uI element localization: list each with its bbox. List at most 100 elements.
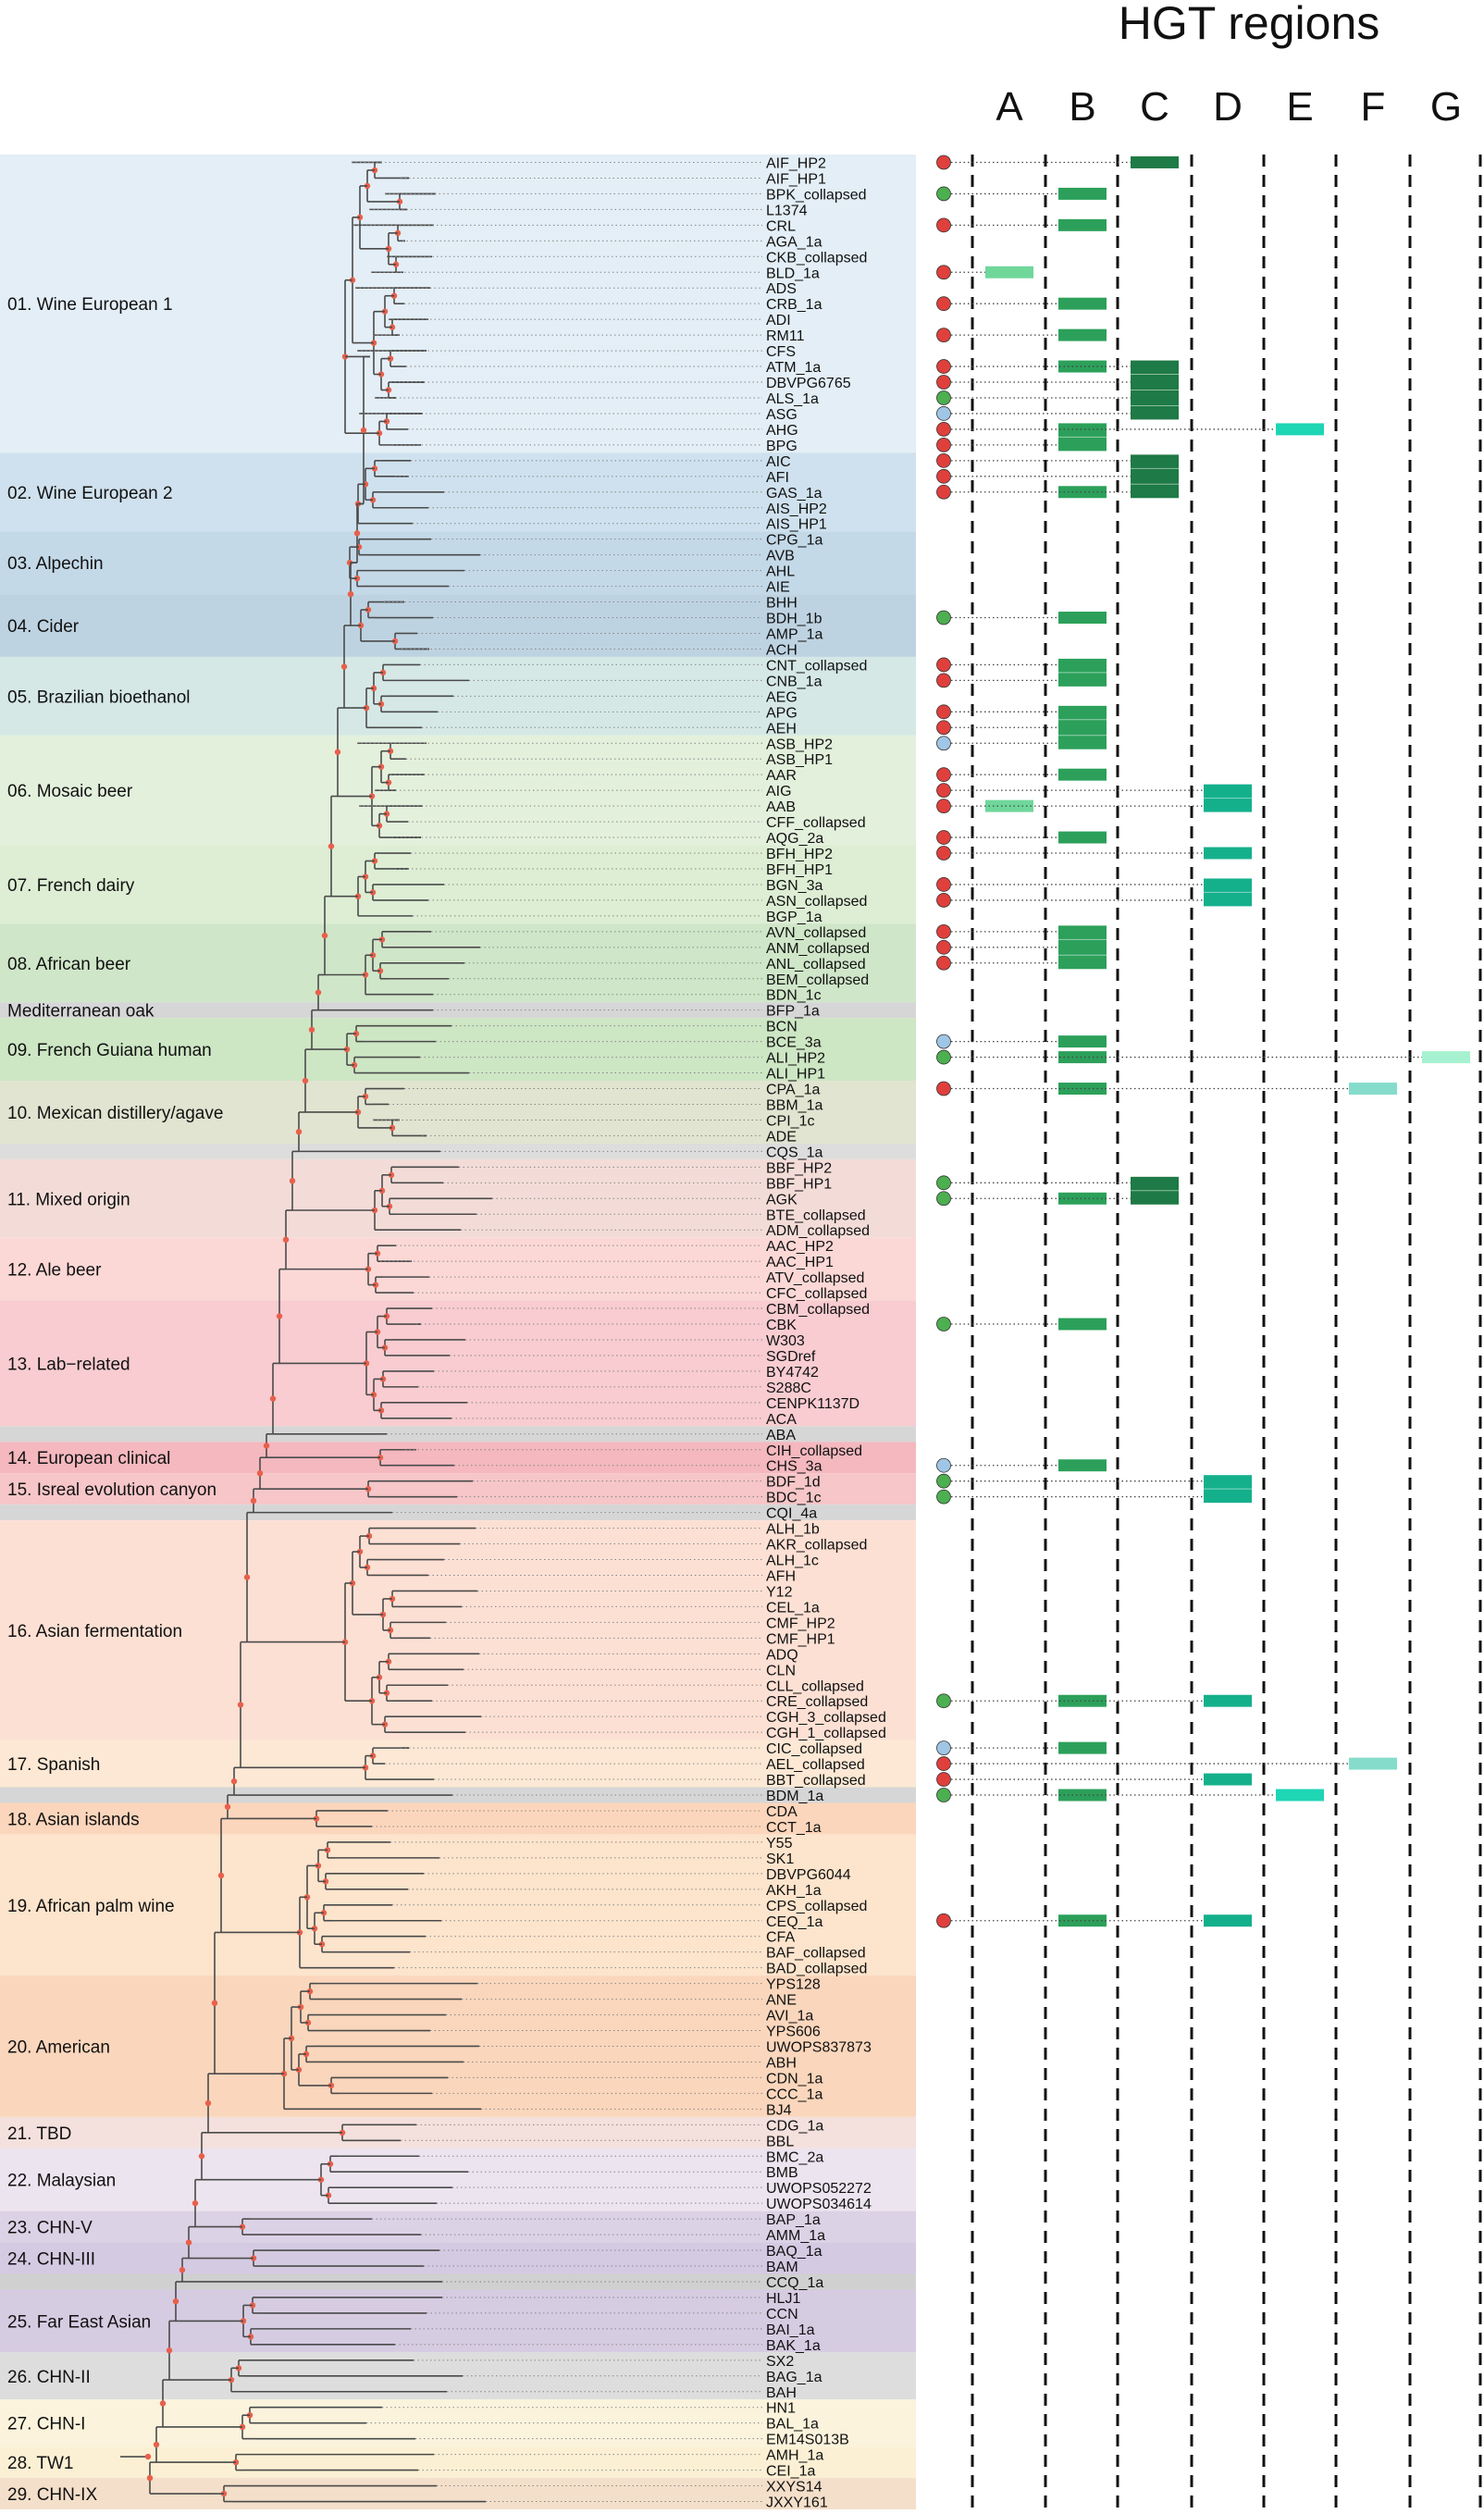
strain-label: BBM_1a bbox=[766, 1097, 822, 1113]
strain-label: AEL_collapsed bbox=[766, 1757, 865, 1773]
strain-label: SX2 bbox=[766, 2354, 794, 2370]
strain-label: AQG_2a bbox=[766, 831, 823, 847]
strain-label: CFC_collapsed bbox=[766, 1286, 867, 1302]
clade-bands bbox=[0, 155, 916, 2509]
leader-lines bbox=[352, 161, 762, 2503]
hgt-region-box-b bbox=[1058, 1051, 1107, 1064]
hgt-region-box-b bbox=[1058, 1459, 1107, 1472]
strain-label: SK1 bbox=[766, 1851, 794, 1867]
strain-label: BBF_HP1 bbox=[766, 1176, 832, 1192]
strain-status-dot bbox=[936, 1740, 951, 1756]
strain-label: ALI_HP2 bbox=[766, 1051, 825, 1067]
strain-label: HN1 bbox=[766, 2401, 796, 2417]
strain-label: BJ4 bbox=[766, 2102, 792, 2118]
strain-label: CQI_4a bbox=[766, 1506, 817, 1522]
clade-band bbox=[0, 1300, 916, 1427]
strain-label: CEL_1a bbox=[766, 1600, 820, 1616]
strain-label: CPI_1c bbox=[766, 1113, 814, 1129]
strain-label: UWOPS034614 bbox=[766, 2197, 872, 2212]
clade-band bbox=[0, 1740, 916, 1788]
strain-label: CHS_3a bbox=[766, 1459, 822, 1475]
hgt-region-box-e bbox=[1276, 1789, 1324, 1802]
hgt-region-box-b bbox=[1058, 218, 1107, 231]
strain-status-dot bbox=[936, 296, 951, 312]
clade-label: 07. French dairy bbox=[7, 876, 135, 896]
strain-label: BDN_1c bbox=[766, 988, 822, 1004]
strain-label: BFP_1a bbox=[766, 1004, 820, 1020]
strain-label: CDG_1a bbox=[766, 2118, 823, 2134]
strain-label: BPK_collapsed bbox=[766, 187, 867, 203]
clade-band bbox=[0, 1520, 916, 1740]
strain-label: BGP_1a bbox=[766, 910, 822, 925]
clade-band bbox=[0, 2116, 916, 2149]
strain-status-dot bbox=[936, 186, 951, 202]
tree-node bbox=[315, 989, 322, 996]
strain-status-dot bbox=[936, 846, 951, 861]
strain-label: CDA bbox=[766, 1804, 798, 1820]
clade-label: 04. Cider bbox=[7, 617, 80, 637]
clade-label: 05. Brazilian bioethanol bbox=[7, 687, 191, 707]
strain-label: BMB bbox=[766, 2165, 798, 2181]
hgt-region-box-g bbox=[1422, 1051, 1470, 1064]
clade-band bbox=[0, 1018, 916, 1082]
tree-node bbox=[243, 1574, 251, 1580]
tree-node bbox=[179, 2267, 186, 2273]
tree-node bbox=[321, 932, 328, 939]
strain-label: CRE_collapsed bbox=[766, 1694, 868, 1710]
column-label-g: G bbox=[1430, 84, 1462, 130]
hgt-region-box-b bbox=[1058, 705, 1107, 749]
strain-label: ADS bbox=[766, 281, 797, 297]
hgt-region-box-c bbox=[1131, 156, 1179, 168]
tree-node bbox=[308, 1026, 315, 1034]
strain-status-dot bbox=[936, 1473, 951, 1489]
tree-node bbox=[360, 427, 367, 434]
tree-node bbox=[204, 2099, 212, 2107]
tree-node bbox=[282, 1236, 290, 1244]
strain-label: CPS_collapsed bbox=[766, 1899, 867, 1914]
strain-label: CGH_3_collapsed bbox=[766, 1710, 886, 1726]
strain-label: AKH_1a bbox=[766, 1883, 822, 1899]
strain-label: CIC_collapsed bbox=[766, 1741, 862, 1757]
hgt-region-box-b bbox=[1058, 1914, 1107, 1927]
strain-label: BGN_3a bbox=[766, 878, 822, 894]
clade-band bbox=[0, 2289, 916, 2353]
strain-label: BDM_1a bbox=[766, 1789, 823, 1804]
strain-label: AAC_HP1 bbox=[766, 1255, 834, 1270]
strain-label: ACH bbox=[766, 642, 798, 658]
clade-label: 11. Mixed origin bbox=[7, 1190, 130, 1209]
tree-node bbox=[289, 1177, 296, 1184]
strain-label: AHG bbox=[766, 423, 798, 439]
clade-band bbox=[0, 1081, 916, 1144]
strain-label: BAG_1a bbox=[766, 2370, 822, 2385]
strain-status-dot bbox=[936, 1191, 951, 1207]
strain-label: ADI bbox=[766, 313, 791, 328]
hgt-region-box-b bbox=[1058, 612, 1107, 624]
strain-label: CLN bbox=[766, 1663, 796, 1678]
strain-label: CNB_1a bbox=[766, 674, 822, 689]
strain-label: CMF_HP2 bbox=[766, 1616, 835, 1631]
clade-label: 18. Asian islands bbox=[7, 1810, 140, 1829]
clade-label: 13. Lab−related bbox=[7, 1355, 130, 1374]
strain-labels: AIF_HP2AIF_HP1BPK_collapsedL1374CRLAGA_1… bbox=[766, 155, 886, 2510]
hgt-region-box-c bbox=[1131, 454, 1179, 499]
strain-label: AVN_collapsed bbox=[766, 925, 866, 941]
tree-node bbox=[269, 1395, 277, 1402]
strain-status-dot bbox=[936, 437, 951, 452]
strain-label: ALH_1b bbox=[766, 1522, 820, 1538]
strain-label: ALH_1c bbox=[766, 1554, 819, 1569]
tree-node bbox=[159, 2400, 167, 2407]
clade-label: 12. Ale beer bbox=[7, 1261, 102, 1281]
strain-label: BY4742 bbox=[766, 1365, 819, 1381]
tree-node bbox=[250, 1497, 257, 1505]
tree-node bbox=[211, 2000, 218, 2007]
strain-label: BLD_1a bbox=[766, 266, 820, 281]
hgt-region-box-b bbox=[1058, 486, 1107, 499]
strain-status-dot bbox=[936, 1693, 951, 1709]
clade-band bbox=[0, 1442, 916, 1474]
strain-label: RM11 bbox=[766, 328, 805, 344]
strain-status-dot bbox=[936, 767, 951, 783]
clade-label: 29. CHN-IX bbox=[7, 2485, 97, 2505]
tree-node bbox=[198, 2153, 205, 2160]
strain-status-dot bbox=[936, 1489, 951, 1505]
